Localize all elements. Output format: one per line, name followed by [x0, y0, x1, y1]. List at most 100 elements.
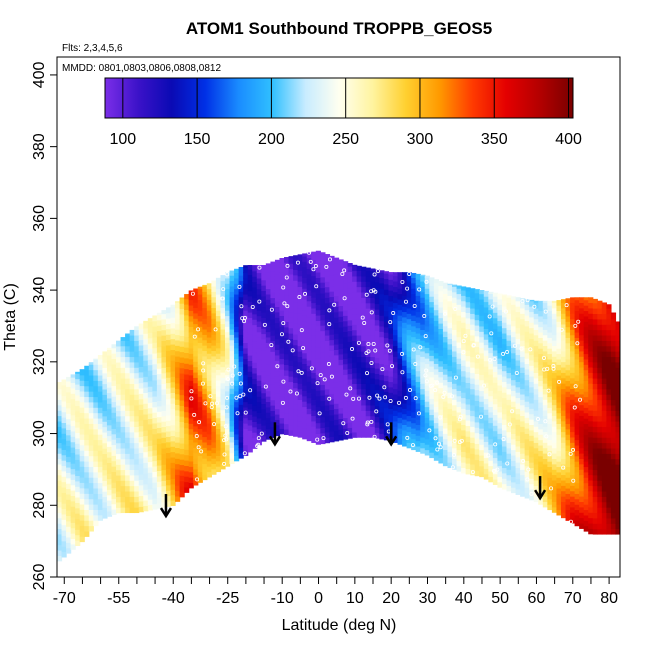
heatmap-cell [488, 401, 494, 407]
heatmap-cell [211, 404, 217, 411]
heatmap-cell [511, 331, 517, 338]
heatmap-cell [93, 482, 99, 489]
heatmap-cell [143, 478, 149, 485]
heatmap-cell [302, 315, 308, 322]
heatmap-cell [93, 417, 99, 424]
heatmap-cell [193, 318, 199, 325]
heatmap-cell [365, 410, 371, 417]
heatmap-cell [61, 497, 67, 504]
heatmap-cell [483, 301, 489, 308]
heatmap-cell [61, 470, 67, 477]
heatmap-cell [302, 266, 308, 273]
heatmap-cell [551, 313, 558, 320]
heatmap-cell [274, 344, 281, 351]
heatmap-cell [116, 458, 122, 465]
observation-point [288, 389, 293, 394]
heatmap-cell [347, 405, 353, 412]
heatmap-cell [529, 397, 535, 404]
heatmap-cell [66, 461, 72, 468]
heatmap-cell [324, 356, 331, 363]
observation-point [489, 331, 494, 336]
heatmap-cell [447, 397, 453, 404]
heatmap-cell [297, 426, 303, 433]
heatmap-cell [229, 291, 235, 298]
observation-point [544, 434, 549, 439]
heatmap-cell [211, 420, 217, 427]
heatmap-cell [497, 363, 503, 370]
heatmap-cell [374, 281, 380, 288]
heatmap-cell [165, 355, 172, 362]
heatmap-cell [84, 471, 90, 478]
heatmap-cell [547, 315, 553, 322]
heatmap-cell [75, 459, 81, 466]
heatmap-cell [579, 453, 585, 459]
heatmap-cell [447, 311, 453, 318]
heatmap-cell [606, 410, 612, 417]
heatmap-cell [465, 393, 471, 400]
heatmap-cell [129, 480, 135, 487]
heatmap-cell [479, 298, 485, 305]
heatmap-cell [511, 363, 517, 370]
heatmap-cell [438, 344, 444, 351]
y-tick-label: 300 [31, 420, 48, 447]
observation-point [303, 291, 308, 296]
heatmap-cell [501, 478, 508, 485]
heatmap-cell [284, 262, 290, 269]
heatmap-cell [392, 404, 399, 411]
heatmap-cell [238, 355, 244, 362]
heatmap-cell [297, 286, 303, 293]
heatmap-cell [501, 332, 508, 339]
heatmap-cell [111, 390, 117, 397]
heatmap-cell [470, 350, 476, 357]
heatmap-cell [329, 339, 335, 346]
heatmap-cell [420, 431, 426, 438]
heatmap-cell [488, 433, 494, 440]
heatmap-cell [606, 426, 612, 433]
heatmap-cell [442, 288, 449, 295]
heatmap-cell [551, 501, 558, 508]
heatmap-cell [111, 503, 117, 510]
heatmap-cell [179, 432, 185, 439]
heatmap-cell [592, 447, 598, 454]
heatmap-cell [397, 433, 403, 440]
heatmap-cell [388, 272, 394, 275]
heatmap-cell [152, 347, 158, 354]
heatmap-cell [229, 441, 235, 448]
heatmap-cell [256, 331, 262, 338]
heatmap-cell [461, 349, 467, 356]
heatmap-cell [592, 426, 598, 433]
heatmap-cell [224, 283, 231, 290]
heatmap-cell [252, 415, 258, 422]
heatmap-cell [479, 422, 485, 429]
heatmap-cell [574, 380, 580, 387]
heatmap-cell [429, 398, 435, 405]
heatmap-cell [79, 412, 85, 419]
heatmap-cell [565, 391, 571, 398]
heatmap-cell [497, 481, 503, 488]
heatmap-cell [492, 392, 499, 399]
heatmap-cell [420, 340, 426, 347]
heatmap-cell [329, 285, 335, 292]
colorbar-tick-label: 350 [481, 131, 508, 148]
heatmap-cell [284, 359, 290, 366]
heatmap-cell [116, 410, 122, 417]
heatmap-cell [156, 432, 163, 439]
heatmap-cell [270, 324, 276, 331]
heatmap-cell [547, 401, 553, 408]
heatmap-cell [524, 363, 530, 370]
heatmap-cell [270, 394, 276, 401]
heatmap-cell [556, 342, 562, 349]
heatmap-cell [556, 310, 562, 317]
heatmap-cell [120, 383, 126, 390]
heatmap-cell [483, 441, 489, 448]
heatmap-cell [560, 485, 567, 492]
observation-point [225, 377, 230, 382]
heatmap-cell [184, 341, 190, 348]
heatmap-cell [188, 364, 194, 371]
heatmap-cell [511, 347, 517, 354]
heatmap-cell [338, 332, 344, 339]
heatmap-cell [560, 299, 567, 303]
heatmap-cell [506, 383, 512, 390]
heatmap-cell [320, 368, 326, 375]
observation-point [542, 367, 547, 372]
